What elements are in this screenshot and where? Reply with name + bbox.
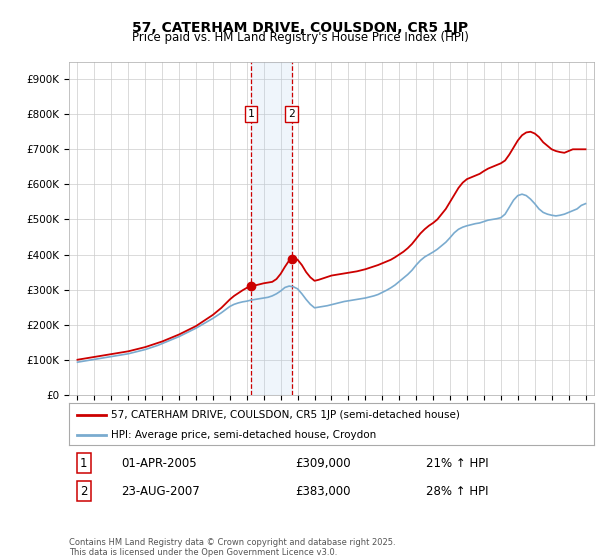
Bar — [251, 62, 292, 395]
Text: Price paid vs. HM Land Registry's House Price Index (HPI): Price paid vs. HM Land Registry's House … — [131, 31, 469, 44]
Text: 28% ↑ HPI: 28% ↑ HPI — [426, 484, 488, 498]
Text: £383,000: £383,000 — [295, 484, 350, 498]
Text: 2: 2 — [288, 109, 295, 119]
Text: £309,000: £309,000 — [295, 456, 350, 470]
Text: 57, CATERHAM DRIVE, COULSDON, CR5 1JP (semi-detached house): 57, CATERHAM DRIVE, COULSDON, CR5 1JP (s… — [111, 410, 460, 420]
Text: 1: 1 — [248, 109, 254, 119]
Text: 1: 1 — [80, 456, 88, 470]
Text: Contains HM Land Registry data © Crown copyright and database right 2025.
This d: Contains HM Land Registry data © Crown c… — [69, 538, 395, 557]
Text: 23-AUG-2007: 23-AUG-2007 — [121, 484, 200, 498]
Text: 01-APR-2005: 01-APR-2005 — [121, 456, 197, 470]
Text: 57, CATERHAM DRIVE, COULSDON, CR5 1JP: 57, CATERHAM DRIVE, COULSDON, CR5 1JP — [132, 21, 468, 35]
Text: 2: 2 — [80, 484, 88, 498]
Text: 21% ↑ HPI: 21% ↑ HPI — [426, 456, 488, 470]
Text: HPI: Average price, semi-detached house, Croydon: HPI: Average price, semi-detached house,… — [111, 430, 376, 440]
